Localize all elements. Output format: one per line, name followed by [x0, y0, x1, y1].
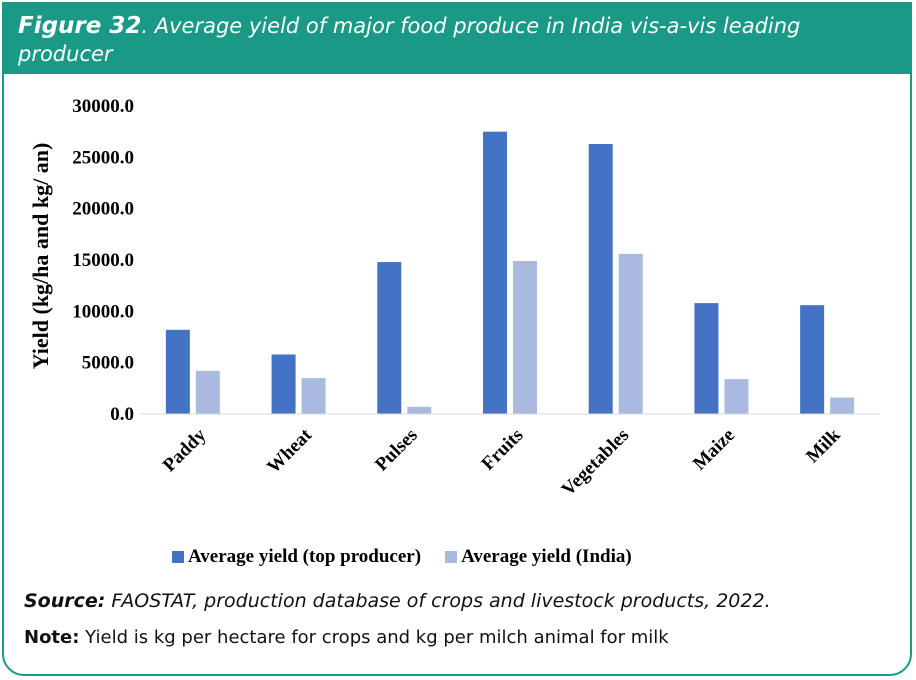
- figure-header: Figure 32. Average yield of major food p…: [4, 4, 910, 74]
- bar-chart: 0.0 5000.0 10000.0 15000.0 20000.0 25000.0 300…: [28, 96, 880, 500]
- bar-top-producer-milk: [800, 305, 825, 414]
- legend-swatch-top-producer: [172, 551, 184, 563]
- y-tick-label: 25000.0: [72, 147, 134, 168]
- note-label: Note:: [24, 627, 80, 648]
- bar-india-fruits: [513, 261, 537, 414]
- y-tick-label: 30000.0: [72, 96, 134, 117]
- x-tick-label-fruits: Fruits: [478, 425, 528, 475]
- legend-label-india: Average yield (India): [461, 546, 632, 567]
- x-tick-label-wheat: Wheat: [263, 424, 316, 477]
- legend-item-india: Average yield (India): [445, 546, 632, 568]
- x-axis-labels: Paddy Wheat Pulses Fruits Vegetables Maize Mil…: [159, 424, 845, 500]
- bar-top-producer-vegetables: [588, 143, 613, 414]
- bar-india-wheat: [301, 378, 326, 414]
- chart-legend: Average yield (top producer) Average yie…: [172, 546, 632, 568]
- bar-top-producer-fruits: [483, 131, 507, 414]
- y-tick-label: 20000.0: [72, 199, 134, 220]
- legend-swatch-india: [445, 551, 458, 563]
- bars-group: [165, 131, 855, 414]
- bar-india-vegetables: [618, 253, 643, 414]
- source-line: Source: FAOSTAT, production database of …: [24, 590, 771, 612]
- figure-label: Figure 32: [18, 13, 142, 39]
- note-text: Yield is kg per hectare for crops and kg…: [79, 627, 669, 648]
- bar-india-paddy: [195, 370, 220, 414]
- x-tick-label-pulses: Pulses: [371, 425, 422, 476]
- x-tick-label-vegetables: Vegetables: [558, 425, 634, 501]
- bar-india-milk: [830, 397, 855, 414]
- bar-top-producer-pulses: [377, 262, 402, 414]
- y-tick-label: 15000.0: [72, 250, 134, 271]
- note-line: Note: Yield is kg per hectare for crops …: [24, 627, 669, 648]
- source-label: Source:: [24, 590, 106, 612]
- legend-item-top-producer: Average yield (top producer): [172, 546, 421, 568]
- source-text: FAOSTAT, production database of crops an…: [105, 590, 771, 612]
- bar-top-producer-paddy: [165, 329, 190, 414]
- x-tick-label-paddy: Paddy: [159, 424, 211, 476]
- x-tick-label-maize: Maize: [689, 425, 739, 475]
- y-tick-label: 5000.0: [82, 353, 134, 374]
- y-tick-label: 0.0: [110, 404, 134, 425]
- y-axis-title: Yield (kg/ha and kg/ an): [28, 143, 53, 370]
- y-tick-label: 10000.0: [72, 301, 134, 322]
- figure-title: . Average yield of major food produce in…: [18, 14, 801, 66]
- bar-top-producer-maize: [694, 303, 719, 414]
- bar-india-pulses: [407, 406, 432, 414]
- bar-top-producer-wheat: [271, 354, 296, 414]
- legend-label-top-producer: Average yield (top producer): [188, 546, 422, 567]
- y-axis-ticks: 0.0 5000.0 10000.0 15000.0 20000.0 25000.0 300…: [72, 96, 134, 425]
- bar-india-maize: [724, 379, 749, 414]
- x-tick-label-milk: Milk: [802, 424, 845, 467]
